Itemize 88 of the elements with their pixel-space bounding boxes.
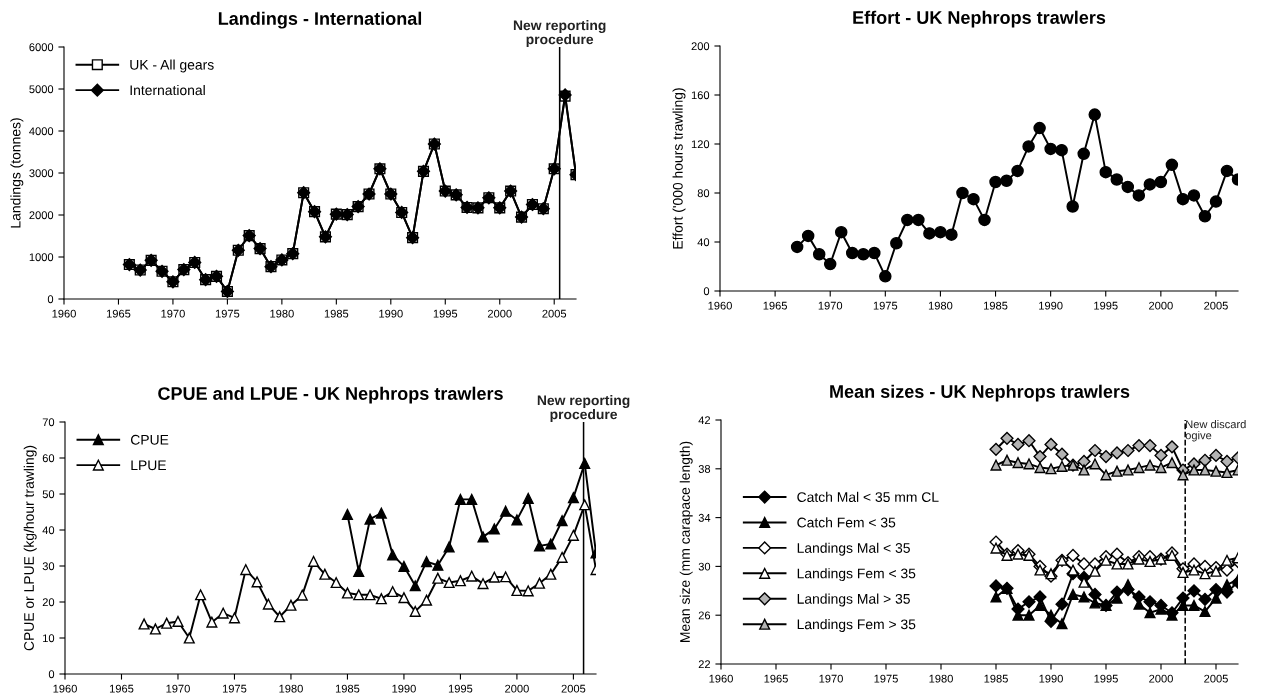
y-tick-label: 0 xyxy=(703,287,710,296)
x-tick-label: 1960 xyxy=(52,309,76,318)
y-tick-label: 70 xyxy=(42,418,55,427)
x-tick-label: 2005 xyxy=(1204,301,1228,310)
y-tick-label: 40 xyxy=(697,238,710,247)
y-tick-label: 30 xyxy=(42,562,55,571)
ref-line-label: New reporting procedure xyxy=(513,20,606,47)
x-tick-label: 1980 xyxy=(928,301,953,310)
y-tick-label: 10 xyxy=(43,634,55,643)
x-tick-label: 1995 xyxy=(433,309,458,318)
y-tick-label: 5000 xyxy=(29,85,54,94)
x-tick-label: 2000 xyxy=(1149,301,1173,310)
y-axis-title: Landings (tonnes) xyxy=(10,118,24,228)
legend-label: Landings Fem > 35 xyxy=(797,619,916,632)
x-tick-label: 2005 xyxy=(1204,674,1228,683)
y-tick-label: 4000 xyxy=(29,127,54,136)
x-tick-label: 1965 xyxy=(764,674,788,683)
y-tick-label: 200 xyxy=(691,42,710,51)
x-tick-label: 1975 xyxy=(873,301,898,310)
ref-line-label: New reporting procedure xyxy=(537,395,630,422)
y-tick-label: 3000 xyxy=(29,169,54,178)
ref-line-label: New discard ogive xyxy=(1185,420,1246,442)
y-tick-label: 20 xyxy=(42,598,55,607)
x-tick-label: 2005 xyxy=(542,309,567,318)
legend-label: Landings Mal > 35 xyxy=(797,593,910,607)
x-tick-label: 1970 xyxy=(818,301,843,310)
chart-title: Effort - UK Nephrops trawlers xyxy=(853,10,1106,28)
x-tick-label: 1985 xyxy=(324,309,349,318)
x-tick-label: 1985 xyxy=(984,674,1008,683)
legend-label: UK - All gears xyxy=(130,59,214,73)
chart-title: CPUE and LPUE - UK Nephrops trawlers xyxy=(158,386,503,404)
legend-label: International xyxy=(130,84,205,96)
x-tick-label: 1995 xyxy=(1094,301,1118,310)
chart-title: Mean sizes - UK Nephrops trawlers xyxy=(830,384,1130,402)
x-tick-label: 1960 xyxy=(53,684,77,693)
x-tick-label: 1960 xyxy=(709,674,733,683)
legend-label: CPUE xyxy=(130,434,169,445)
y-tick-label: 42 xyxy=(698,416,711,425)
y-tick-label: 50 xyxy=(42,490,55,499)
x-tick-label: 1990 xyxy=(392,684,416,693)
x-tick-label: 1995 xyxy=(1094,674,1118,683)
y-tick-label: 120 xyxy=(691,140,710,149)
x-tick-label: 1970 xyxy=(819,674,843,683)
x-tick-label: 1965 xyxy=(106,309,131,318)
y-tick-label: 60 xyxy=(42,454,55,463)
x-tick-label: 1965 xyxy=(109,684,134,693)
x-tick-label: 1985 xyxy=(335,684,360,693)
x-tick-label: 2005 xyxy=(561,684,586,693)
x-tick-label: 1960 xyxy=(708,301,732,310)
x-tick-label: 1980 xyxy=(279,684,303,693)
x-tick-label: 1970 xyxy=(166,684,190,693)
legend-label: Landings Mal < 35 xyxy=(797,542,910,556)
y-axis-title: Effort ('000 hours trawling) xyxy=(672,88,686,249)
y-tick-label: 160 xyxy=(691,91,710,100)
y-tick-label: 2000 xyxy=(29,211,54,220)
x-tick-label: 2000 xyxy=(1149,674,1173,683)
y-tick-label: 22 xyxy=(698,660,711,669)
x-tick-label: 1975 xyxy=(222,684,247,693)
x-tick-label: 1965 xyxy=(763,301,787,310)
x-tick-label: 2000 xyxy=(487,309,512,318)
y-tick-label: 34 xyxy=(698,513,711,522)
legend-label: Catch Mal < 35 mm CL xyxy=(797,491,939,502)
legend-label: LPUE xyxy=(131,460,166,471)
y-tick-label: 26 xyxy=(698,611,711,620)
y-tick-label: 38 xyxy=(698,465,711,473)
y-tick-label: 0 xyxy=(48,670,55,679)
x-tick-label: 1985 xyxy=(984,301,1008,310)
y-tick-label: 30 xyxy=(698,562,711,571)
y-tick-label: 1000 xyxy=(29,253,54,262)
y-tick-label: 80 xyxy=(697,189,710,198)
x-tick-label: 1980 xyxy=(929,674,953,683)
y-tick-label: 0 xyxy=(47,295,54,304)
x-tick-label: 1990 xyxy=(1039,301,1063,310)
x-tick-label: 1975 xyxy=(215,309,240,318)
y-axis-title: CPUE or LPUE (kg/hour trawling) xyxy=(23,445,37,651)
y-axis-title: Mean size (mm carapace length) xyxy=(679,441,693,642)
x-tick-label: 1995 xyxy=(448,684,473,693)
y-tick-label: 6000 xyxy=(29,43,54,52)
x-tick-label: 1990 xyxy=(1039,674,1063,683)
x-tick-label: 2000 xyxy=(505,684,529,693)
x-tick-label: 1980 xyxy=(270,309,294,318)
legend-label: Catch Fem < 35 xyxy=(797,517,896,528)
x-tick-label: 1970 xyxy=(161,309,185,318)
y-tick-label: 40 xyxy=(42,526,55,535)
chart-title: Landings - International xyxy=(218,11,422,29)
x-tick-label: 1975 xyxy=(874,674,898,683)
legend-label: Landings Fem < 35 xyxy=(797,568,916,582)
x-tick-label: 1990 xyxy=(379,309,403,318)
